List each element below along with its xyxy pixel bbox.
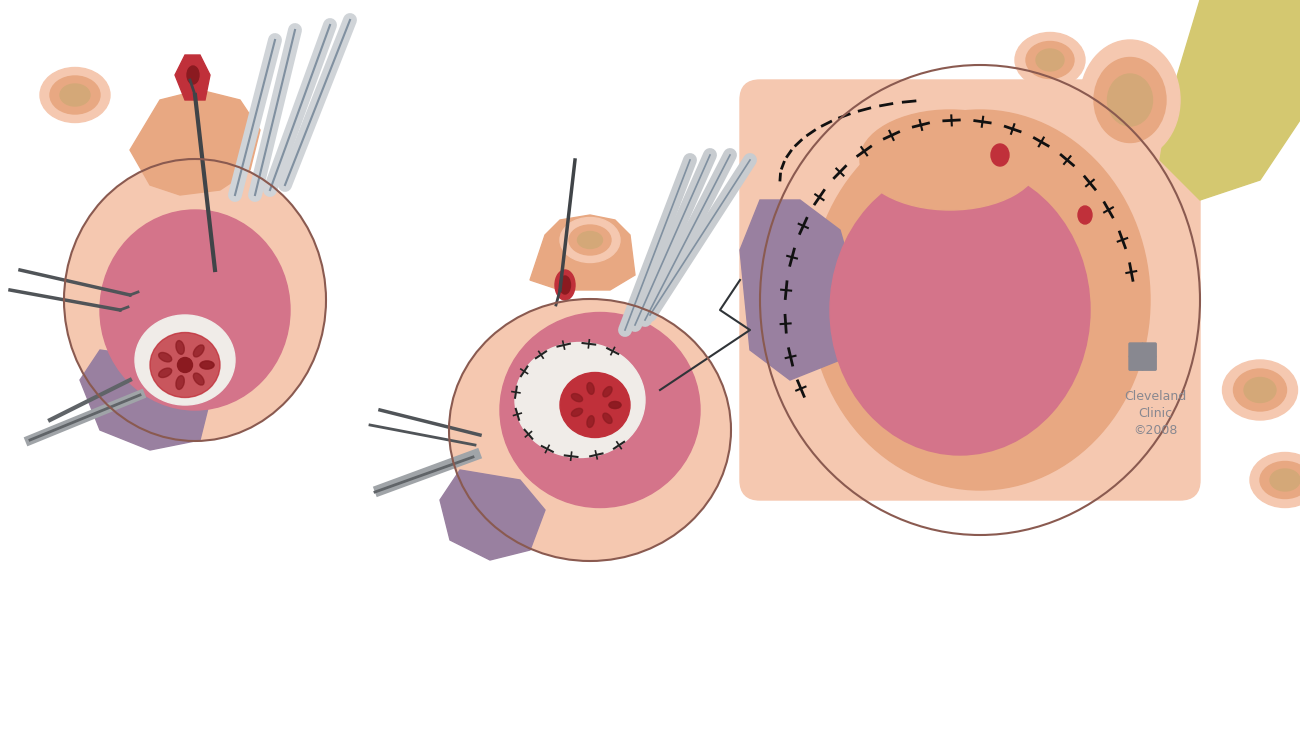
Ellipse shape: [1036, 49, 1063, 71]
FancyBboxPatch shape: [1128, 343, 1143, 357]
Ellipse shape: [500, 313, 699, 507]
FancyBboxPatch shape: [1143, 356, 1156, 370]
Ellipse shape: [450, 300, 731, 560]
Ellipse shape: [200, 361, 214, 369]
Ellipse shape: [176, 340, 185, 354]
Polygon shape: [439, 470, 545, 560]
Ellipse shape: [572, 394, 582, 402]
Polygon shape: [81, 350, 211, 450]
Ellipse shape: [40, 68, 110, 122]
Polygon shape: [530, 215, 634, 290]
Ellipse shape: [559, 276, 571, 294]
Ellipse shape: [1095, 58, 1166, 142]
Ellipse shape: [65, 160, 325, 440]
Ellipse shape: [178, 357, 192, 373]
Ellipse shape: [1270, 469, 1300, 491]
Ellipse shape: [194, 373, 204, 385]
Ellipse shape: [176, 375, 185, 389]
Polygon shape: [740, 200, 861, 380]
Ellipse shape: [586, 383, 594, 394]
Ellipse shape: [861, 110, 1040, 210]
Ellipse shape: [991, 144, 1009, 166]
Ellipse shape: [49, 76, 100, 114]
Ellipse shape: [1251, 453, 1300, 507]
Polygon shape: [176, 55, 211, 100]
Ellipse shape: [810, 110, 1150, 490]
Ellipse shape: [586, 416, 594, 427]
Ellipse shape: [569, 225, 611, 255]
Ellipse shape: [829, 165, 1089, 455]
Ellipse shape: [572, 408, 582, 416]
Ellipse shape: [1078, 206, 1092, 224]
Ellipse shape: [560, 217, 620, 262]
Polygon shape: [130, 90, 260, 195]
Ellipse shape: [515, 343, 645, 458]
Ellipse shape: [560, 373, 630, 437]
Ellipse shape: [60, 84, 90, 106]
Ellipse shape: [159, 353, 172, 362]
Text: Cleveland
Clinic
©2008: Cleveland Clinic ©2008: [1124, 390, 1186, 437]
Ellipse shape: [200, 361, 214, 369]
Ellipse shape: [1015, 33, 1086, 87]
Ellipse shape: [1222, 360, 1297, 420]
Ellipse shape: [187, 66, 199, 84]
FancyBboxPatch shape: [1143, 343, 1156, 357]
Polygon shape: [1160, 0, 1300, 200]
Ellipse shape: [603, 413, 612, 424]
FancyBboxPatch shape: [740, 80, 1200, 500]
Ellipse shape: [1234, 369, 1287, 411]
Ellipse shape: [194, 345, 204, 357]
Ellipse shape: [1026, 42, 1074, 79]
Ellipse shape: [555, 270, 575, 300]
Ellipse shape: [1080, 40, 1180, 160]
Ellipse shape: [608, 402, 621, 408]
Ellipse shape: [1244, 378, 1277, 402]
Ellipse shape: [100, 210, 290, 410]
Ellipse shape: [150, 332, 220, 397]
Ellipse shape: [603, 386, 612, 397]
Ellipse shape: [159, 368, 172, 378]
Ellipse shape: [608, 402, 621, 408]
Ellipse shape: [1260, 461, 1300, 499]
Ellipse shape: [135, 315, 235, 405]
Ellipse shape: [577, 232, 602, 249]
FancyBboxPatch shape: [1128, 356, 1143, 370]
Ellipse shape: [1108, 74, 1153, 126]
